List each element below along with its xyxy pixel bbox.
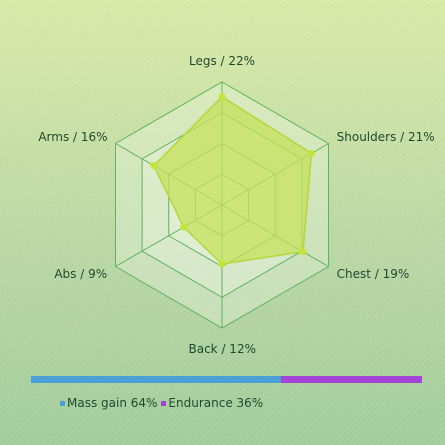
data-point-chest xyxy=(299,248,307,256)
legend-label-mass-gain: Mass gain 64% xyxy=(67,396,158,410)
legend-item-mass-gain: Mass gain 64% xyxy=(60,396,157,410)
legend-label-endurance: Endurance 36% xyxy=(168,396,264,410)
data-point-back xyxy=(218,260,226,268)
data-point-arms xyxy=(150,162,158,170)
axis-label-arms: Arms / 16% xyxy=(38,129,108,144)
data-point-legs xyxy=(218,93,226,101)
legend-swatch-mass-gain xyxy=(60,400,65,406)
data-point-abs xyxy=(180,223,188,231)
axis-label-chest: Chest / 19% xyxy=(336,266,410,281)
share-segment-mass-gain xyxy=(31,376,282,383)
share-segment-endurance xyxy=(281,376,422,383)
axis-label-back: Back / 12% xyxy=(188,342,256,356)
legend: Mass gain 64% Endurance 36% xyxy=(60,396,263,410)
legend-swatch-endurance xyxy=(161,400,167,406)
axis-label-legs: Legs / 22% xyxy=(189,54,256,68)
goal-share-bar xyxy=(31,376,422,383)
axis-label-abs: Abs / 9% xyxy=(54,266,108,281)
axis-label-shoulders: Shoulders / 21% xyxy=(336,129,435,144)
data-point-shoulders xyxy=(307,149,315,157)
legend-item-endurance: Endurance 36% xyxy=(161,396,263,410)
